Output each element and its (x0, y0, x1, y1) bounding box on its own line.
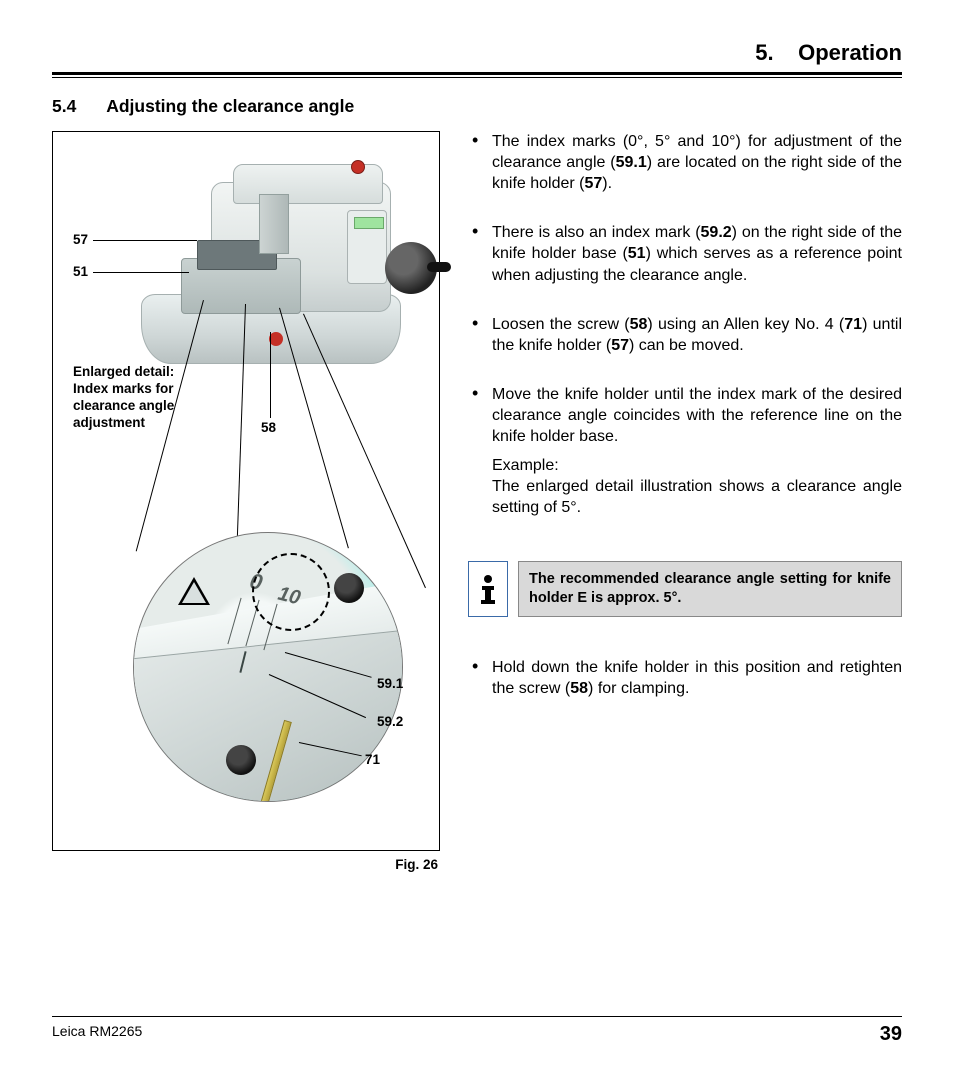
text-column: The index marks (0°, 5° and 10°) for adj… (468, 131, 902, 872)
chapter-header: 5. Operation (52, 40, 902, 72)
bullet-2: There is also an index mark (59.2) on th… (468, 222, 902, 285)
callout-51: 51 (73, 264, 88, 279)
callout-592: 59.2 (377, 714, 403, 729)
bullet-1: The index marks (0°, 5° and 10°) for adj… (468, 131, 902, 194)
figure-box: 57 51 58 Enlarged detail: Index marks fo… (52, 131, 440, 851)
footer-product: Leica RM2265 (52, 1023, 142, 1046)
enlarged-caption: Enlarged detail: Index marks for clearan… (73, 364, 223, 432)
device-illustration (141, 154, 401, 364)
section-number: 5.4 (52, 96, 102, 117)
two-column-layout: 57 51 58 Enlarged detail: Index marks fo… (52, 131, 902, 872)
chapter-number: 5. (755, 40, 773, 65)
bullet-4: Move the knife holder until the index ma… (468, 384, 902, 447)
info-icon (468, 561, 508, 617)
page-footer: Leica RM2265 39 (52, 1016, 902, 1046)
warning-icon: ! (178, 577, 210, 605)
footer-rule (52, 1016, 902, 1017)
bullet-3: Loosen the screw (58) using an Allen key… (468, 314, 902, 356)
figure-caption: Fig. 26 (52, 857, 440, 872)
figure-column: 57 51 58 Enlarged detail: Index marks fo… (52, 131, 440, 872)
header-rule (52, 72, 902, 78)
section-title: Adjusting the clearance angle (106, 96, 354, 116)
dashed-circle (252, 553, 330, 631)
chapter-title: Operation (798, 40, 902, 65)
example-block: Example: The enlarged detail illustratio… (468, 455, 902, 518)
info-box: The recommended clearance angle setting … (468, 561, 902, 617)
callout-71: 71 (365, 752, 380, 767)
callout-57: 57 (73, 232, 88, 247)
bullet-5: Hold down the knife holder in this posit… (468, 657, 902, 699)
page-number: 39 (880, 1023, 902, 1046)
section-heading: 5.4 Adjusting the clearance angle (52, 96, 902, 117)
callout-58: 58 (261, 420, 276, 435)
info-text: The recommended clearance angle setting … (518, 561, 902, 617)
callout-591: 59.1 (377, 676, 403, 691)
detail-view: ! 0 10 (133, 532, 403, 802)
